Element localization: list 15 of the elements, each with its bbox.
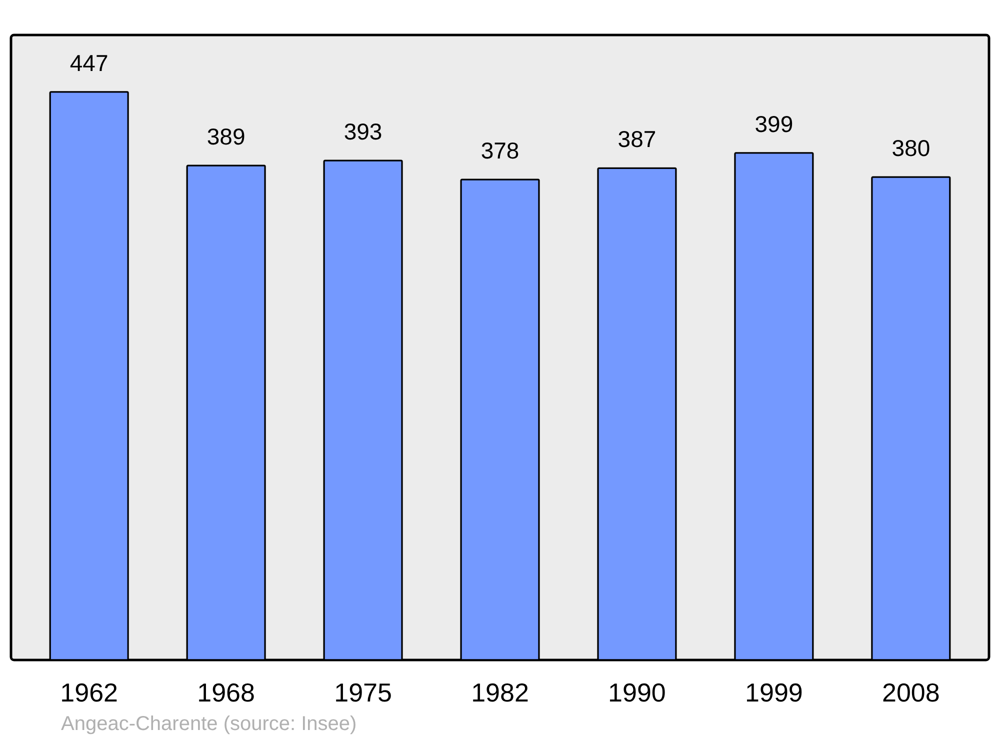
x-tick-label: 1975 [334, 678, 392, 708]
x-tick-label: 1999 [745, 678, 803, 708]
x-tick-label: 2008 [882, 678, 940, 708]
data-label: 380 [892, 134, 930, 161]
x-tick-label: 1962 [60, 678, 118, 708]
x-tick-label: 1982 [471, 678, 529, 708]
data-label: 447 [70, 50, 108, 76]
data-label: 393 [344, 118, 382, 144]
data-label: 378 [480, 138, 520, 164]
data-label: 399 [754, 110, 794, 137]
x-tick-label: 1968 [197, 678, 255, 708]
data-label: 387 [618, 126, 656, 152]
data-label: 389 [206, 124, 246, 150]
text: Angeac-Charente (source: Insee) [61, 713, 357, 735]
x-tick-label: 1990 [608, 678, 666, 708]
